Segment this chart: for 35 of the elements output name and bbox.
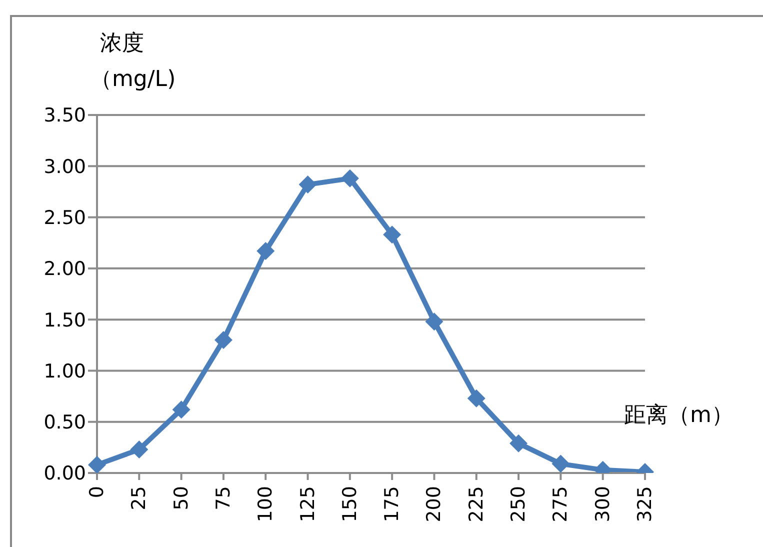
x-tick-label: 225 — [465, 486, 488, 522]
point — [130, 440, 148, 458]
y-tick-label: 2.50 — [44, 207, 86, 230]
x-tick-label: 0 — [86, 486, 108, 498]
x-tick-label: 100 — [254, 486, 277, 522]
point — [214, 331, 232, 350]
x-tick-label: 125 — [296, 486, 319, 522]
point — [340, 169, 359, 188]
point — [510, 434, 528, 452]
y-tick-label: 3.00 — [44, 156, 86, 178]
x-tick-label: 50 — [170, 486, 192, 510]
y-tick-label: 1.00 — [44, 360, 86, 382]
x-tick-label: 250 — [508, 486, 530, 522]
x-tick-label: 275 — [550, 486, 572, 522]
y-tick-label: 0.50 — [44, 412, 86, 434]
point — [383, 226, 402, 244]
x-axis-title: 距离（m） — [624, 402, 734, 430]
y-tick-label: 3.50 — [44, 104, 86, 127]
x-tick-label: 175 — [381, 486, 404, 522]
x-tick-label: 150 — [338, 486, 361, 522]
y-tick-label: 2.00 — [44, 258, 86, 280]
point — [425, 312, 444, 331]
x-tick-label: 25 — [128, 486, 150, 510]
y-tick-label: 0.00 — [44, 462, 86, 485]
point — [467, 389, 486, 408]
x-tick-label: 200 — [423, 486, 446, 522]
x-tick-label: 75 — [212, 486, 234, 510]
point — [172, 400, 190, 419]
point — [256, 242, 275, 260]
point — [298, 176, 317, 194]
x-tick-label: 300 — [592, 486, 614, 522]
x-tick-label: 325 — [634, 486, 656, 522]
point — [552, 454, 570, 473]
y-axis-title: 浓度（mg/L) — [90, 30, 176, 94]
y-tick-label: 1.50 — [44, 309, 86, 332]
